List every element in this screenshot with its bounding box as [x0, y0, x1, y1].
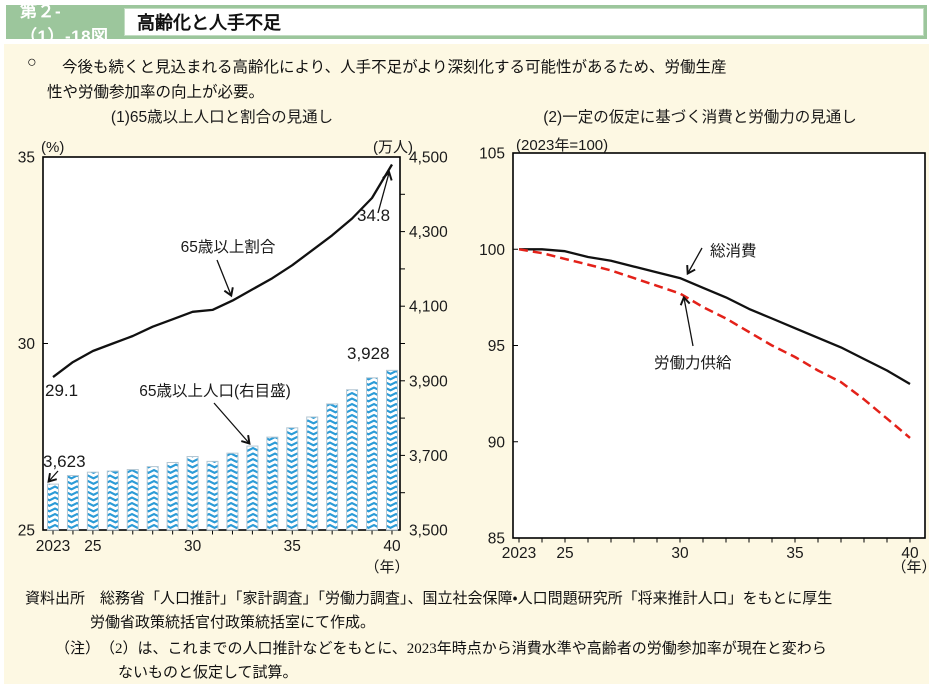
ratio-line — [52, 163, 393, 379]
population-bar — [206, 460, 219, 531]
x-axis-tick-label: 35 — [786, 545, 803, 562]
y-axis-tick-label: 85 — [488, 531, 505, 548]
figure-number-tag: 第２-（1）-18図 — [14, 2, 126, 46]
population-bar — [246, 445, 259, 531]
population-bar — [186, 456, 199, 531]
left-axis-unit: (%) — [41, 139, 64, 156]
population-bar — [226, 452, 239, 531]
right-axis-unit: (万人) — [373, 139, 413, 156]
right-axis-tick-label: 3,900 — [409, 373, 448, 390]
bar-start-arrow — [47, 470, 59, 483]
title-box: 高齢化と人手不足 — [124, 8, 924, 36]
header-band: 第２-（1）-18図 高齢化と人手不足 — [6, 2, 927, 46]
x-axis-unit: （年） — [891, 559, 933, 576]
right-axis-tick-label: 3,500 — [409, 523, 448, 540]
lead-text-line2: 性や労働参加率の向上が必要。 — [47, 84, 265, 101]
consumption-line — [519, 248, 911, 385]
x-axis-tick-label: 30 — [184, 538, 202, 555]
right-axis-tick-label: 4,300 — [409, 224, 448, 241]
figure-number: 第２-（1）-18図 — [20, 2, 109, 46]
page-title: 高齢化と人手不足 — [137, 13, 281, 33]
consumption-arrow — [686, 247, 703, 276]
population-bar — [385, 369, 398, 531]
x-axis-tick-label: 25 — [556, 545, 573, 562]
source-line2: 労働省政策統括官付政策統括室にて作成。 — [90, 615, 376, 631]
x-axis-tick-label: 30 — [671, 545, 689, 562]
population-bar — [126, 469, 139, 531]
left-axis-tick-label: 30 — [18, 336, 36, 353]
x-axis-tick-label: 35 — [284, 538, 301, 555]
y-axis-tick-label: 105 — [479, 146, 505, 163]
x-axis-tick-label: 40 — [901, 545, 919, 562]
ratio-end-arrow — [377, 170, 393, 214]
ratio-end-value: 34.8 — [357, 206, 390, 225]
bar-series-arrow — [213, 402, 251, 445]
x-axis-unit: （年） — [364, 559, 409, 576]
bar-end-value: 3,928 — [347, 344, 390, 363]
population-bar — [106, 470, 119, 531]
y-axis-tick-label: 95 — [488, 338, 505, 355]
population-bar — [326, 403, 339, 531]
population-bar — [266, 436, 279, 531]
source-line1: 資料出所 総務省「人口推計」「家計調査」「労働力調査」、国立社会保障・人口問題研… — [25, 591, 833, 607]
right-axis-tick-label: 4,100 — [409, 299, 448, 316]
bar-start-value: 3,623 — [43, 452, 86, 471]
plot-area — [42, 156, 401, 531]
y-axis-tick-label: 100 — [479, 242, 505, 259]
note-line1: （注） （2）は、これまでの人口推計などをもとに、2023年時点から消費水準や高… — [55, 641, 827, 657]
index-base-note: (2023年=100) — [516, 137, 608, 154]
bar-series-label: 65歳以上人口(右目盛) — [139, 382, 291, 400]
right-axis-tick-label: 3,700 — [409, 448, 448, 465]
x-axis-tick-label: 2023 — [36, 538, 70, 555]
x-axis-tick-label: 40 — [383, 538, 401, 555]
ratio-start-value: 29.1 — [45, 381, 78, 400]
population-bar — [366, 377, 379, 531]
lead-bullet-marker: ○ — [27, 54, 37, 71]
labor-supply-arrow — [679, 295, 694, 347]
right-axis-tick-label: 4,500 — [409, 150, 448, 167]
population-ratio-chart: 4,5004,3004,1003,9003,7003,5003530252023… — [18, 108, 448, 576]
population-bar — [286, 427, 299, 531]
y-axis-tick-label: 90 — [488, 434, 506, 451]
population-bar — [306, 416, 319, 531]
consumption-label: 総消費 — [710, 242, 757, 260]
labor-supply-line — [518, 248, 911, 439]
chart-title: (2)一定の仮定に基づく消費と労働力の見通し — [543, 108, 856, 126]
left-axis-tick-label: 35 — [18, 150, 35, 167]
x-axis-tick-label: 2023 — [502, 545, 536, 562]
chart-title: (1)65歳以上人口と割合の見通し — [111, 108, 333, 126]
lead-text-line1: 今後も続くと見込まれる高齢化により、人手不足がより深刻化する可能性があるため、労… — [62, 59, 727, 76]
population-bar — [86, 471, 99, 531]
population-bar — [146, 466, 159, 531]
x-axis-tick-label: 25 — [84, 538, 101, 555]
plot-area — [512, 152, 926, 539]
labor-supply-label: 労働力供給 — [654, 354, 732, 372]
left-axis-tick-label: 25 — [18, 523, 35, 540]
population-bar — [47, 483, 59, 531]
population-bar — [346, 389, 359, 531]
population-bar — [166, 461, 179, 531]
ratio-line-label: 65歳以上割合 — [181, 238, 276, 256]
population-bar — [66, 475, 79, 531]
ratio-line-arrow — [216, 259, 234, 298]
note-line2: ないものと仮定して試算。 — [118, 665, 298, 681]
